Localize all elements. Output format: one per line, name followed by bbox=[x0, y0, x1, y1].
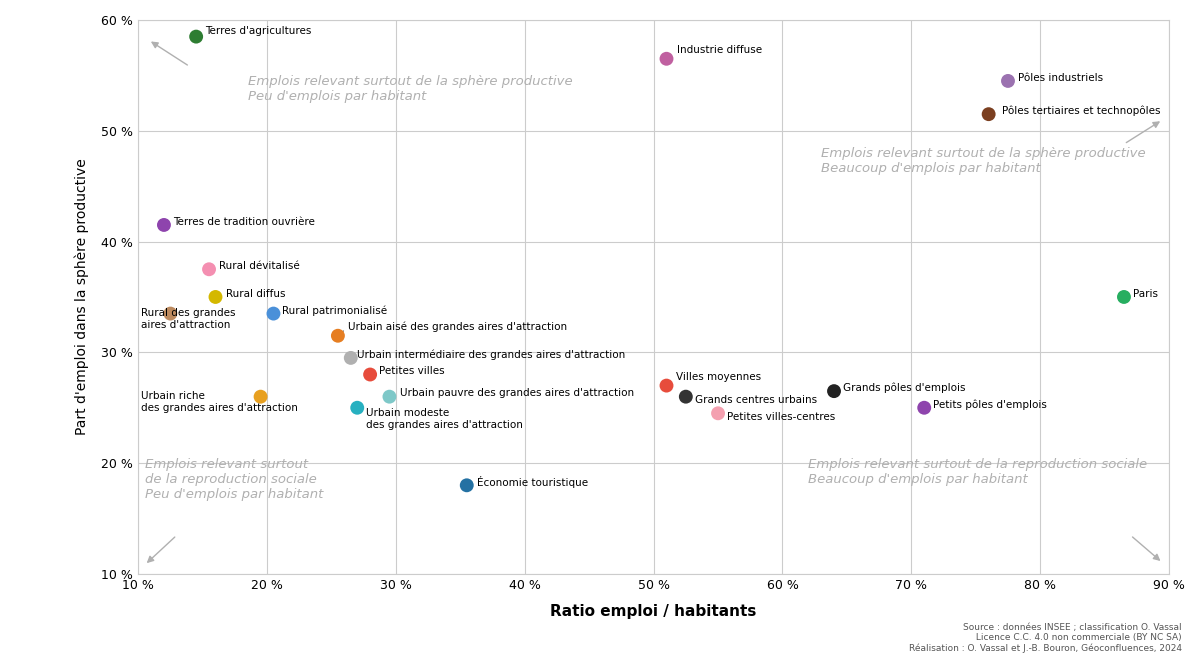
Point bbox=[824, 386, 844, 397]
Text: Emplois relevant surtout de la reproduction sociale
Beaucoup d'emplois par habit: Emplois relevant surtout de la reproduct… bbox=[809, 457, 1147, 486]
Point bbox=[186, 31, 205, 42]
Point bbox=[708, 408, 727, 418]
Text: Urbain modeste
des grandes aires d'attraction: Urbain modeste des grandes aires d'attra… bbox=[366, 408, 523, 430]
Text: Rural dévitalisé: Rural dévitalisé bbox=[220, 261, 300, 271]
Text: Terres de tradition ouvrière: Terres de tradition ouvrière bbox=[173, 216, 314, 226]
Point bbox=[979, 109, 998, 119]
Text: Rural patrimonialisé: Rural patrimonialisé bbox=[282, 305, 388, 315]
Text: Villes moyennes: Villes moyennes bbox=[676, 372, 761, 382]
Point bbox=[348, 403, 367, 413]
Point bbox=[206, 292, 226, 302]
Text: Urbain pauvre des grandes aires d'attraction: Urbain pauvre des grandes aires d'attrac… bbox=[400, 388, 634, 399]
Point bbox=[656, 380, 676, 391]
Point bbox=[998, 76, 1018, 86]
Point bbox=[161, 308, 180, 319]
Text: Petites villes-centres: Petites villes-centres bbox=[727, 412, 835, 422]
Text: Rural diffus: Rural diffus bbox=[226, 288, 286, 298]
Text: Emplois relevant surtout
de la reproduction sociale
Peu d'emplois par habitant: Emplois relevant surtout de la reproduct… bbox=[145, 457, 323, 500]
Text: Urbain riche
des grandes aires d'attraction: Urbain riche des grandes aires d'attract… bbox=[140, 391, 298, 413]
Point bbox=[380, 391, 400, 402]
Text: Petites villes: Petites villes bbox=[379, 366, 445, 376]
Text: Urbain aisé des grandes aires d'attraction: Urbain aisé des grandes aires d'attracti… bbox=[348, 321, 568, 332]
Text: Grands pôles d'emplois: Grands pôles d'emplois bbox=[844, 383, 966, 393]
Text: Paris: Paris bbox=[1133, 288, 1158, 298]
Point bbox=[264, 308, 283, 319]
Text: Économie touristique: Économie touristique bbox=[478, 476, 588, 488]
Text: Pôles industriels: Pôles industriels bbox=[1019, 73, 1104, 82]
Text: Terres d'agricultures: Terres d'agricultures bbox=[205, 26, 312, 36]
Point bbox=[914, 403, 934, 413]
Text: Emplois relevant surtout de la sphère productive
Beaucoup d'emplois par habitant: Emplois relevant surtout de la sphère pr… bbox=[821, 147, 1146, 176]
Text: Grands centres urbains: Grands centres urbains bbox=[695, 395, 817, 405]
Point bbox=[457, 480, 476, 490]
Text: Industrie diffuse: Industrie diffuse bbox=[677, 46, 762, 55]
Text: Petits pôles d'emplois: Petits pôles d'emplois bbox=[934, 399, 1048, 410]
Y-axis label: Part d'emploi dans la sphère productive: Part d'emploi dans la sphère productive bbox=[74, 158, 90, 436]
Point bbox=[360, 369, 379, 380]
Point bbox=[155, 220, 174, 230]
Point bbox=[656, 53, 676, 64]
Point bbox=[341, 352, 360, 363]
Text: Emplois relevant surtout de la sphère productive
Peu d'emplois par habitant: Emplois relevant surtout de la sphère pr… bbox=[247, 75, 572, 104]
Point bbox=[1115, 292, 1134, 302]
Point bbox=[329, 331, 348, 341]
Text: Urbain intermédiaire des grandes aires d'attraction: Urbain intermédiaire des grandes aires d… bbox=[358, 349, 625, 360]
X-axis label: Ratio emploi / habitants: Ratio emploi / habitants bbox=[551, 604, 757, 618]
Point bbox=[677, 391, 696, 402]
Point bbox=[251, 391, 270, 402]
Text: Source : données INSEE ; classification O. Vassal
         Licence C.C. 4.0 non : Source : données INSEE ; classification … bbox=[910, 623, 1182, 653]
Point bbox=[199, 264, 218, 275]
Text: Rural des grandes
aires d'attraction: Rural des grandes aires d'attraction bbox=[140, 308, 235, 330]
Text: Pôles tertiaires et technopôles: Pôles tertiaires et technopôles bbox=[1002, 106, 1160, 116]
